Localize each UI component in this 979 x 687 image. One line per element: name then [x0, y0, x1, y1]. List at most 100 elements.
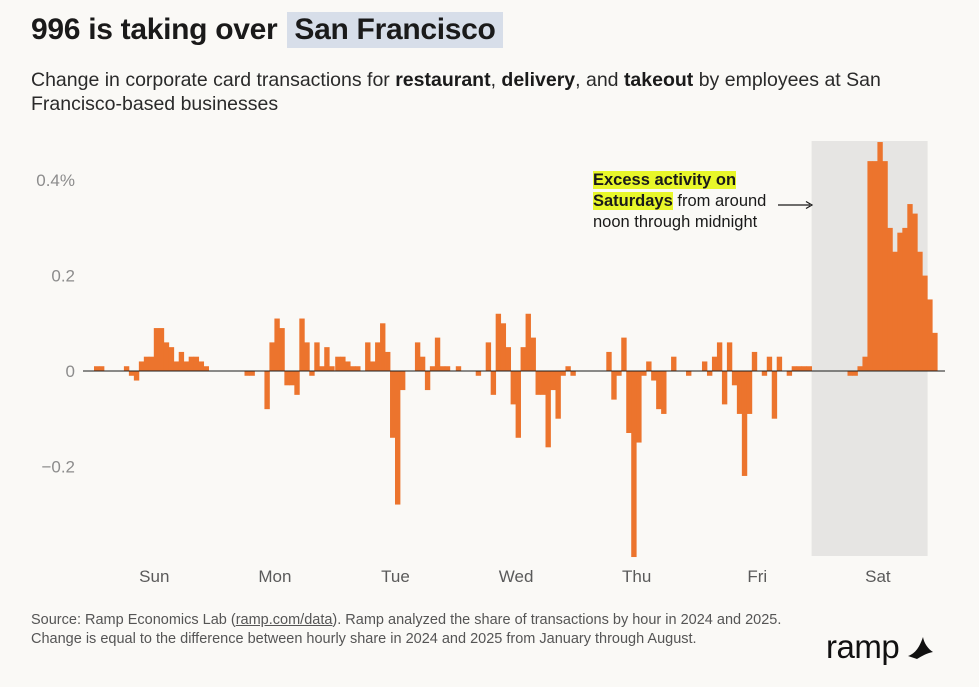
bar-mon-hour-6 [244, 371, 250, 376]
bar-fri-hour-11 [751, 351, 758, 371]
bar-wed-hour-9 [500, 323, 507, 371]
bar-sat-hour-15 [892, 251, 898, 371]
bar-thu-hour-13 [641, 371, 647, 376]
bar-sat-hour-14 [887, 227, 893, 371]
bar-tue-hour-17 [419, 356, 426, 371]
bar-fri-hour-18 [786, 371, 793, 376]
bar-sun-hour-15 [168, 347, 175, 371]
x-axis-day-labels: Sun Mon Tue Wed Thu Fri Sat [139, 567, 891, 586]
source-prefix: Source: Ramp Economics Lab ( [31, 612, 236, 628]
bar-fri-hour-22 [806, 366, 813, 371]
y-tick-label: 0 [66, 362, 75, 381]
ramp-logo: ramp [826, 628, 935, 666]
bar-tue-hour-3 [350, 366, 356, 371]
bar-fri-hour-10 [746, 371, 753, 414]
bar-wed-hour-20 [555, 371, 561, 419]
bar-mon-hour-23 [329, 366, 335, 371]
bar-fri-hour-5 [721, 371, 728, 405]
bars-group [94, 142, 938, 558]
bar-sun-hour-14 [163, 342, 170, 371]
day-label-mon: Mon [258, 567, 291, 586]
bar-thu-hour-12 [636, 371, 642, 443]
bar-wed-hour-6 [485, 342, 492, 371]
bar-sun-hour-7 [128, 371, 135, 376]
bar-mon-hour-16 [294, 371, 300, 395]
bar-sun-hour-16 [173, 361, 180, 371]
title-prefix: 996 is taking over [31, 13, 278, 46]
bar-fri-hour-7 [731, 371, 738, 386]
bar-sat-hour-10 [867, 161, 873, 371]
subtitle-bold-delivery: delivery [501, 69, 576, 91]
bar-sun-hour-20 [193, 356, 200, 371]
bar-thu-hour-9 [621, 337, 627, 371]
bar-thu-hour-15 [651, 371, 657, 381]
y-axis-ticks: 0.4% 0.2 0 −0.2 [36, 171, 75, 476]
bar-sat-hour-18 [907, 204, 913, 371]
bar-fri-hour-8 [736, 371, 743, 414]
bar-wed-hour-13 [520, 347, 526, 371]
bar-wed-hour-23 [570, 371, 576, 376]
y-tick-label: 0.4% [36, 171, 75, 190]
bar-sun-hour-13 [158, 328, 165, 371]
bar-sat-hour-7 [852, 371, 858, 376]
bar-sat-hour-17 [902, 227, 908, 371]
bar-sat-hour-9 [862, 356, 868, 371]
bar-tue-hour-12 [395, 371, 401, 505]
bar-tue-hour-8 [375, 342, 381, 371]
day-label-tue: Tue [381, 567, 410, 586]
bar-thu-hour-11 [631, 371, 637, 558]
bar-mon-hour-15 [289, 371, 295, 386]
bar-sat-hour-22 [927, 299, 933, 371]
bar-tue-hour-20 [434, 337, 441, 371]
bar-fri-hour-13 [761, 371, 768, 376]
bar-mon-hour-21 [319, 366, 325, 371]
bar-mon-hour-17 [299, 318, 305, 371]
bar-mon-hour-13 [279, 328, 285, 371]
bar-tue-hour-21 [439, 366, 446, 371]
day-label-sat: Sat [865, 567, 891, 586]
ramp-logo-icon [908, 637, 934, 659]
saturday-annotation: Excess activity on Saturdays from around… [593, 170, 778, 233]
bar-mon-hour-14 [284, 371, 290, 386]
bar-tue-hour-11 [390, 371, 396, 438]
annotation-text: from around noon through midnight [593, 192, 767, 231]
bar-sun-hour-10 [143, 356, 150, 371]
bar-mon-hour-7 [249, 371, 255, 376]
bar-wed-hour-18 [545, 371, 551, 448]
bar-wed-hour-0 [455, 366, 462, 371]
bar-mon-hour-20 [314, 342, 320, 371]
source-suffix: ). Ramp analyzed the share of transactio… [31, 612, 782, 647]
bar-wed-hour-12 [515, 371, 521, 438]
bar-mon-hour-22 [324, 347, 330, 371]
bar-mon-hour-11 [269, 342, 275, 371]
bar-fri-hour-14 [766, 356, 773, 371]
bar-wed-hour-19 [550, 371, 556, 391]
bar-sun-hour-0 [94, 366, 100, 371]
bar-wed-hour-4 [475, 371, 482, 376]
subtitle-text-4: by employees at San Francisco-based busi… [31, 69, 881, 115]
bar-thu-hour-8 [616, 371, 622, 376]
bar-wed-hour-11 [510, 371, 516, 405]
bar-sun-hour-8 [133, 371, 140, 381]
bar-fri-hour-3 [711, 356, 718, 371]
subtitle-bold-takeout: takeout [623, 69, 694, 91]
bar-sat-hour-19 [912, 213, 918, 371]
bar-fri-hour-21 [801, 366, 808, 371]
bar-mon-hour-18 [304, 342, 310, 371]
bar-thu-hour-6 [606, 351, 612, 371]
bar-sat-hour-13 [882, 161, 888, 371]
bar-sat-hour-20 [917, 251, 923, 371]
bar-tue-hour-16 [414, 342, 421, 371]
bar-wed-hour-14 [525, 313, 531, 371]
bar-sun-hour-17 [178, 351, 185, 371]
bar-thu-hour-17 [661, 371, 667, 414]
subtitle-text-1: Change in corporate card transactions fo… [31, 69, 396, 91]
day-label-wed: Wed [499, 567, 534, 586]
bar-fri-hour-19 [791, 366, 798, 371]
source-link[interactable]: ramp.com/data [235, 612, 333, 628]
bar-sun-hour-9 [138, 361, 145, 371]
bar-fri-hour-6 [726, 342, 733, 371]
bar-thu-hour-10 [626, 371, 632, 434]
bar-sat-hour-21 [922, 275, 928, 371]
bar-tue-hour-19 [429, 366, 436, 371]
